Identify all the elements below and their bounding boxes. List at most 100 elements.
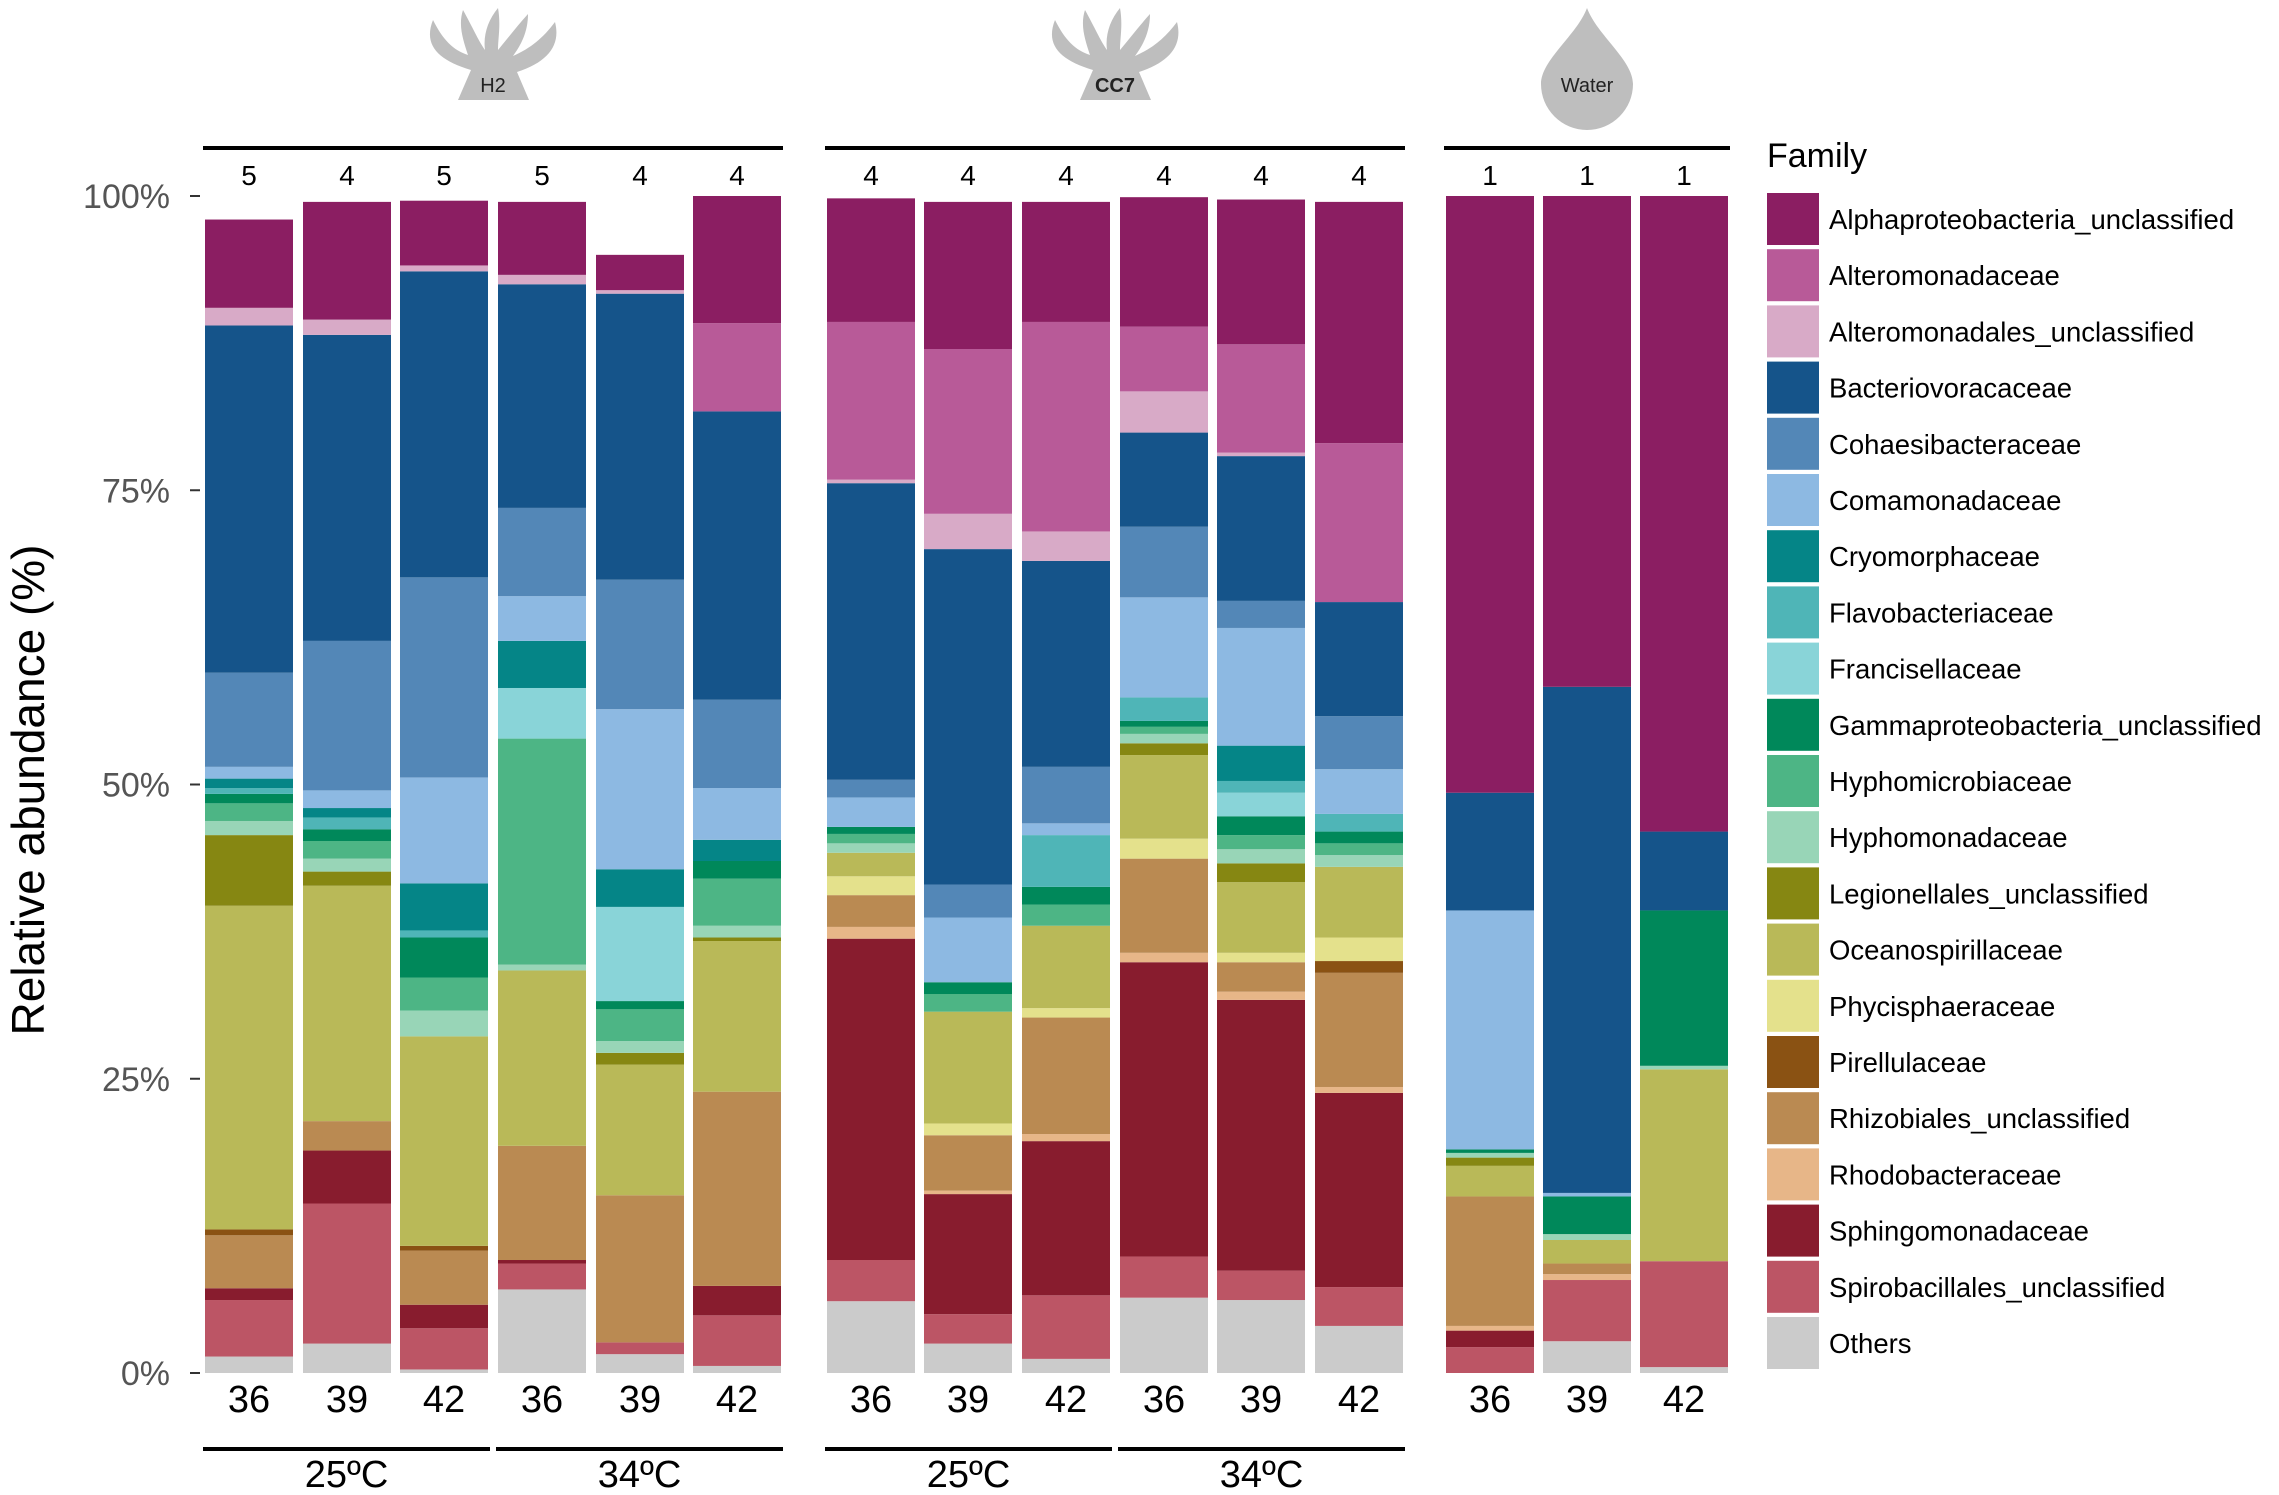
segment-Hyphomicrobiaceae — [596, 1009, 684, 1042]
sample-count-label: 4 — [339, 160, 355, 191]
segment-Bacteriovoracaceae — [1315, 602, 1403, 717]
segment-Rhizobiales_unclassified — [1446, 1196, 1534, 1326]
segment-Cryomorphaceae — [205, 778, 293, 789]
segment-Rhizobiales_unclassified — [693, 1091, 781, 1286]
segment-Francisellaceae — [1217, 792, 1305, 817]
segment-Francisellaceae — [498, 687, 586, 739]
bar-CC7-25ºC-36 — [827, 198, 915, 1373]
segment-Rhodobacteraceae — [1022, 1134, 1110, 1142]
segment-Alteromonadaceae — [693, 323, 781, 412]
segment-Rhizobiales_unclassified — [400, 1250, 488, 1305]
segment-Alteromonadaceae — [1315, 443, 1403, 603]
segment-Rhizobiales_unclassified — [1315, 972, 1403, 1087]
segment-Phycisphaeraceae — [827, 876, 915, 896]
x-tick-label: 42 — [423, 1379, 465, 1421]
segment-Spirobacillales_unclassified — [205, 1300, 293, 1357]
legend-swatch — [1767, 755, 1819, 807]
segment-Rhodobacteraceae — [1446, 1325, 1534, 1331]
legend-label: Rhizobiales_unclassified — [1829, 1103, 2130, 1134]
bar-H2-34ºC-39 — [596, 254, 684, 1373]
sample-count-label: 5 — [436, 160, 452, 191]
segment-Gammaproteobacteria_unclassified — [1022, 886, 1110, 905]
water-drop-icon: Water — [1541, 8, 1633, 130]
segment-Spirobacillales_unclassified — [924, 1314, 1012, 1344]
segment-Rhizobiales_unclassified — [303, 1121, 391, 1151]
segment-Others — [303, 1343, 391, 1373]
segment-Hyphomonadaceae — [400, 1010, 488, 1037]
legend-label: Phycisphaeraceae — [1829, 991, 2055, 1022]
segment-Comamonadaceae — [1217, 627, 1305, 746]
segment-Cohaesibacteraceae — [693, 699, 781, 789]
segment-Cryomorphaceae — [498, 640, 586, 688]
bar-Water-water-42 — [1640, 196, 1728, 1373]
segment-Hyphomicrobiaceae — [498, 738, 586, 965]
segment-Sphingomonadaceae — [1120, 962, 1208, 1257]
segment-Rhodobacteraceae — [1217, 991, 1305, 1000]
segment-Oceanospirillaceae — [498, 970, 586, 1146]
segment-Others — [400, 1369, 488, 1373]
segment-Rhizobiales_unclassified — [498, 1145, 586, 1261]
segment-Alteromonadaceae — [1022, 321, 1110, 532]
legend-label: Legionellales_unclassified — [1829, 878, 2149, 909]
segment-Alphaproteobacteria_unclassified — [1022, 201, 1110, 322]
temperature-label: 34ºC — [598, 1454, 682, 1495]
legend-swatch — [1767, 867, 1819, 920]
legend-label: Francisellaceae — [1829, 654, 2022, 685]
segment-Phycisphaeraceae — [1120, 838, 1208, 859]
segment-Spirobacillales_unclassified — [1543, 1280, 1631, 1342]
segment-Oceanospirillaceae — [1022, 925, 1110, 1009]
segment-Alteromonadales_unclassified — [596, 290, 684, 294]
segment-Alteromonadaceae — [827, 321, 915, 480]
segment-Alphaproteobacteria_unclassified — [1640, 196, 1728, 832]
segment-Cohaesibacteraceae — [1217, 600, 1305, 628]
segment-Alphaproteobacteria_unclassified — [924, 201, 1012, 350]
legend-label: Gammaproteobacteria_unclassified — [1829, 710, 2262, 741]
legend-title: Family — [1767, 137, 1867, 175]
segment-Cohaesibacteraceae — [498, 507, 586, 597]
sample-count-label: 1 — [1482, 160, 1498, 191]
segment-Cohaesibacteraceae — [205, 672, 293, 767]
segment-Alphaproteobacteria_unclassified — [1217, 199, 1305, 345]
segment-Comamonadaceae — [1446, 910, 1534, 1150]
segment-Alteromonadales_unclassified — [1120, 391, 1208, 433]
segment-Legionellales_unclassified — [303, 871, 391, 886]
legend-item: Francisellaceae — [1767, 642, 2022, 695]
legend: Family Alphaproteobacteria_unclassified A… — [1767, 137, 2262, 1369]
segment-Spirobacillales_unclassified — [693, 1315, 781, 1366]
segment-Phycisphaeraceae — [1315, 937, 1403, 962]
legend-swatch — [1767, 193, 1819, 245]
sample-count-label: 4 — [1156, 160, 1172, 191]
sample-count-label: 5 — [241, 160, 257, 191]
segment-Gammaproteobacteria_unclassified — [1120, 720, 1208, 727]
bar-CC7-25ºC-42 — [1022, 201, 1110, 1373]
segment-Flavobacteriaceae — [400, 930, 488, 938]
segment-Rhizobiales_unclassified — [924, 1135, 1012, 1191]
bar-H2-25ºC-42 — [400, 200, 488, 1373]
segment-Gammaproteobacteria_unclassified — [400, 937, 488, 978]
segment-Sphingomonadaceae — [924, 1194, 1012, 1315]
segment-Sphingomonadaceae — [498, 1260, 586, 1264]
legend-label: Alteromonadaceae — [1829, 260, 2060, 291]
segment-Hyphomicrobiaceae — [1120, 726, 1208, 734]
segment-Hyphomicrobiaceae — [827, 833, 915, 844]
segment-Sphingomonadaceae — [827, 938, 915, 1261]
legend-swatch — [1767, 586, 1819, 639]
legend-swatch — [1767, 923, 1819, 976]
sample-count-label: 4 — [960, 160, 976, 191]
legend-swatch — [1767, 417, 1819, 470]
legend-item: Legionellales_unclassified — [1767, 867, 2149, 920]
segment-Alphaproteobacteria_unclassified — [1543, 196, 1631, 687]
y-axis: 0% 25% 50% 75% 100% — [83, 178, 200, 1393]
bar-CC7-34ºC-42 — [1315, 201, 1403, 1373]
segment-Comamonadaceae — [1022, 823, 1110, 836]
legend-label: Comamonadaceae — [1829, 485, 2061, 516]
segment-Hyphomonadaceae — [693, 925, 781, 938]
segment-Bacteriovoracaceae — [1217, 456, 1305, 601]
bar-H2-25ºC-36 — [205, 219, 293, 1373]
segment-Sphingomonadaceae — [400, 1304, 488, 1329]
segment-Gammaproteobacteria_unclassified — [1446, 1149, 1534, 1153]
segment-Spirobacillales_unclassified — [303, 1203, 391, 1344]
segment-Hyphomonadaceae — [1217, 849, 1305, 864]
segment-Others — [1640, 1367, 1728, 1373]
